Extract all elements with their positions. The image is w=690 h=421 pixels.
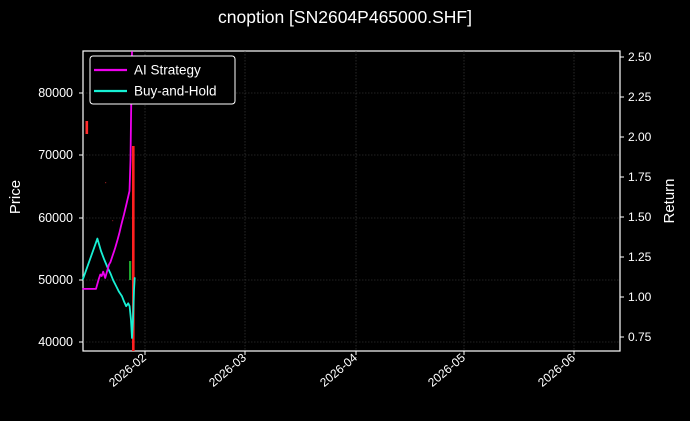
svg-text:0.75: 0.75 — [628, 330, 652, 344]
svg-text:2.50: 2.50 — [628, 50, 652, 64]
svg-text:40000: 40000 — [38, 335, 73, 349]
svg-text:60000: 60000 — [38, 211, 73, 225]
svg-text:AI Strategy: AI Strategy — [134, 63, 201, 78]
svg-text:1.00: 1.00 — [628, 290, 652, 304]
svg-text:Return: Return — [661, 178, 678, 223]
svg-text:1.75: 1.75 — [628, 170, 652, 184]
svg-text:70000: 70000 — [38, 148, 73, 162]
svg-text:50000: 50000 — [38, 273, 73, 287]
svg-text:1.25: 1.25 — [628, 250, 652, 264]
svg-text:1.50: 1.50 — [628, 210, 652, 224]
svg-text:Buy-and-Hold: Buy-and-Hold — [134, 84, 217, 99]
svg-text:2.25: 2.25 — [628, 90, 652, 104]
svg-text:80000: 80000 — [38, 86, 73, 100]
svg-text:2.00: 2.00 — [628, 130, 652, 144]
svg-text:cnoption [SN2604P465000.SHF]: cnoption [SN2604P465000.SHF] — [218, 7, 472, 27]
svg-text:Price: Price — [7, 180, 24, 214]
